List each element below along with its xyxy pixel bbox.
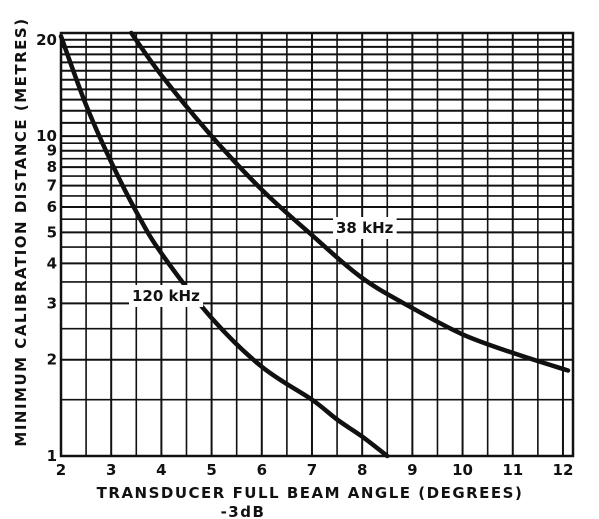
series-label-background (129, 285, 204, 307)
y-tick-label: 7 (47, 177, 57, 195)
y-tick-label: 4 (47, 254, 57, 272)
series-line-1 (58, 34, 390, 459)
y-tick-label: 6 (47, 198, 57, 216)
series-line-0 (129, 30, 571, 373)
series-label-120khz: 120 kHz (132, 287, 200, 305)
plot-frame (59, 31, 575, 458)
x-axis-title: TRANSDUCER FULL BEAM ANGLE (DEGREES) (97, 484, 524, 502)
x-tick-label: 10 (452, 461, 473, 479)
y-tick-label: 9 (47, 142, 57, 160)
x-tick-label: 7 (307, 461, 317, 479)
series-lines (58, 30, 571, 459)
x-tick-label: 11 (502, 461, 523, 479)
x-tick-label: 8 (357, 461, 367, 479)
grid (59, 31, 575, 458)
x-tick-label: 3 (106, 461, 116, 479)
x-tick-label: 5 (206, 461, 216, 479)
y-tick-label: 2 (47, 351, 57, 369)
x-tick-label: 4 (156, 461, 166, 479)
y-tick-label: 20 (36, 31, 57, 49)
x-axis-subtitle: -3dB (221, 503, 266, 519)
x-tick-label: 6 (257, 461, 267, 479)
y-tick-label: 5 (47, 223, 57, 241)
y-axis-title: MINIMUM CALIBRATION DISTANCE (METRES) (12, 17, 30, 446)
y-tick-label: 1 (47, 447, 57, 465)
y-tick-label: 3 (47, 294, 57, 312)
series-label-38khz: 38 kHz (336, 219, 394, 237)
x-tick-label: 9 (407, 461, 417, 479)
y-tick-label: 10 (36, 127, 57, 145)
x-tick-label: 2 (56, 461, 66, 479)
series-label-background (333, 217, 397, 239)
y-tick-label: 8 (47, 158, 57, 176)
x-tick-label: 12 (553, 461, 574, 479)
